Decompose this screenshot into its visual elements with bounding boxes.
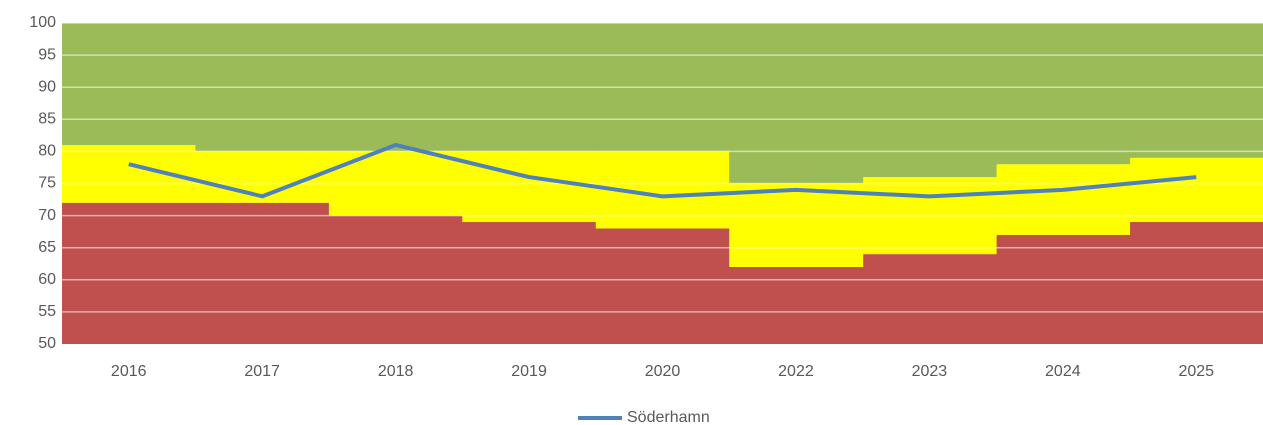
band-segment: [729, 183, 864, 267]
band-segment: [462, 151, 597, 223]
band-segment: [729, 266, 864, 344]
y-tick-label: 50: [38, 335, 56, 352]
y-tick-label: 95: [38, 46, 56, 63]
band-segment: [62, 23, 196, 145]
x-tick-label: 2024: [1045, 363, 1081, 380]
y-tick-label: 80: [38, 143, 56, 160]
y-tick-label: 75: [38, 175, 56, 192]
x-tick-label: 2018: [378, 363, 414, 380]
band-segment: [195, 202, 330, 344]
y-tick-label: 85: [38, 111, 56, 128]
y-tick-label: 65: [38, 239, 56, 256]
band-segment: [862, 254, 997, 344]
y-tick-label: 60: [38, 271, 56, 288]
band-segment: [996, 234, 1131, 344]
x-tick-label: 2016: [111, 363, 147, 380]
x-tick-label: 2017: [244, 363, 280, 380]
y-tick-label: 100: [29, 14, 56, 31]
band-segment: [996, 23, 1131, 165]
band-segment: [1129, 23, 1263, 158]
band-segment: [462, 222, 597, 344]
line-series: [128, 142, 1197, 199]
x-tick-label: 2025: [1178, 363, 1214, 380]
legend-label: Söderhamn: [627, 409, 710, 425]
band-segment: [62, 202, 196, 344]
y-tick-label: 55: [38, 303, 56, 320]
band-segment: [1129, 157, 1263, 223]
band-segment: [996, 164, 1131, 235]
y-tick-label: 70: [38, 207, 56, 224]
x-tick-label: 2019: [511, 363, 547, 380]
band-segment: [595, 228, 730, 344]
x-tick-label: 2022: [778, 363, 814, 380]
x-tick-label: 2023: [912, 363, 948, 380]
band-segment: [862, 23, 997, 178]
band-segment: [1129, 222, 1263, 344]
x-tick-label: 2020: [645, 363, 681, 380]
band-segment: [729, 23, 864, 184]
y-tick-label: 90: [38, 78, 56, 95]
